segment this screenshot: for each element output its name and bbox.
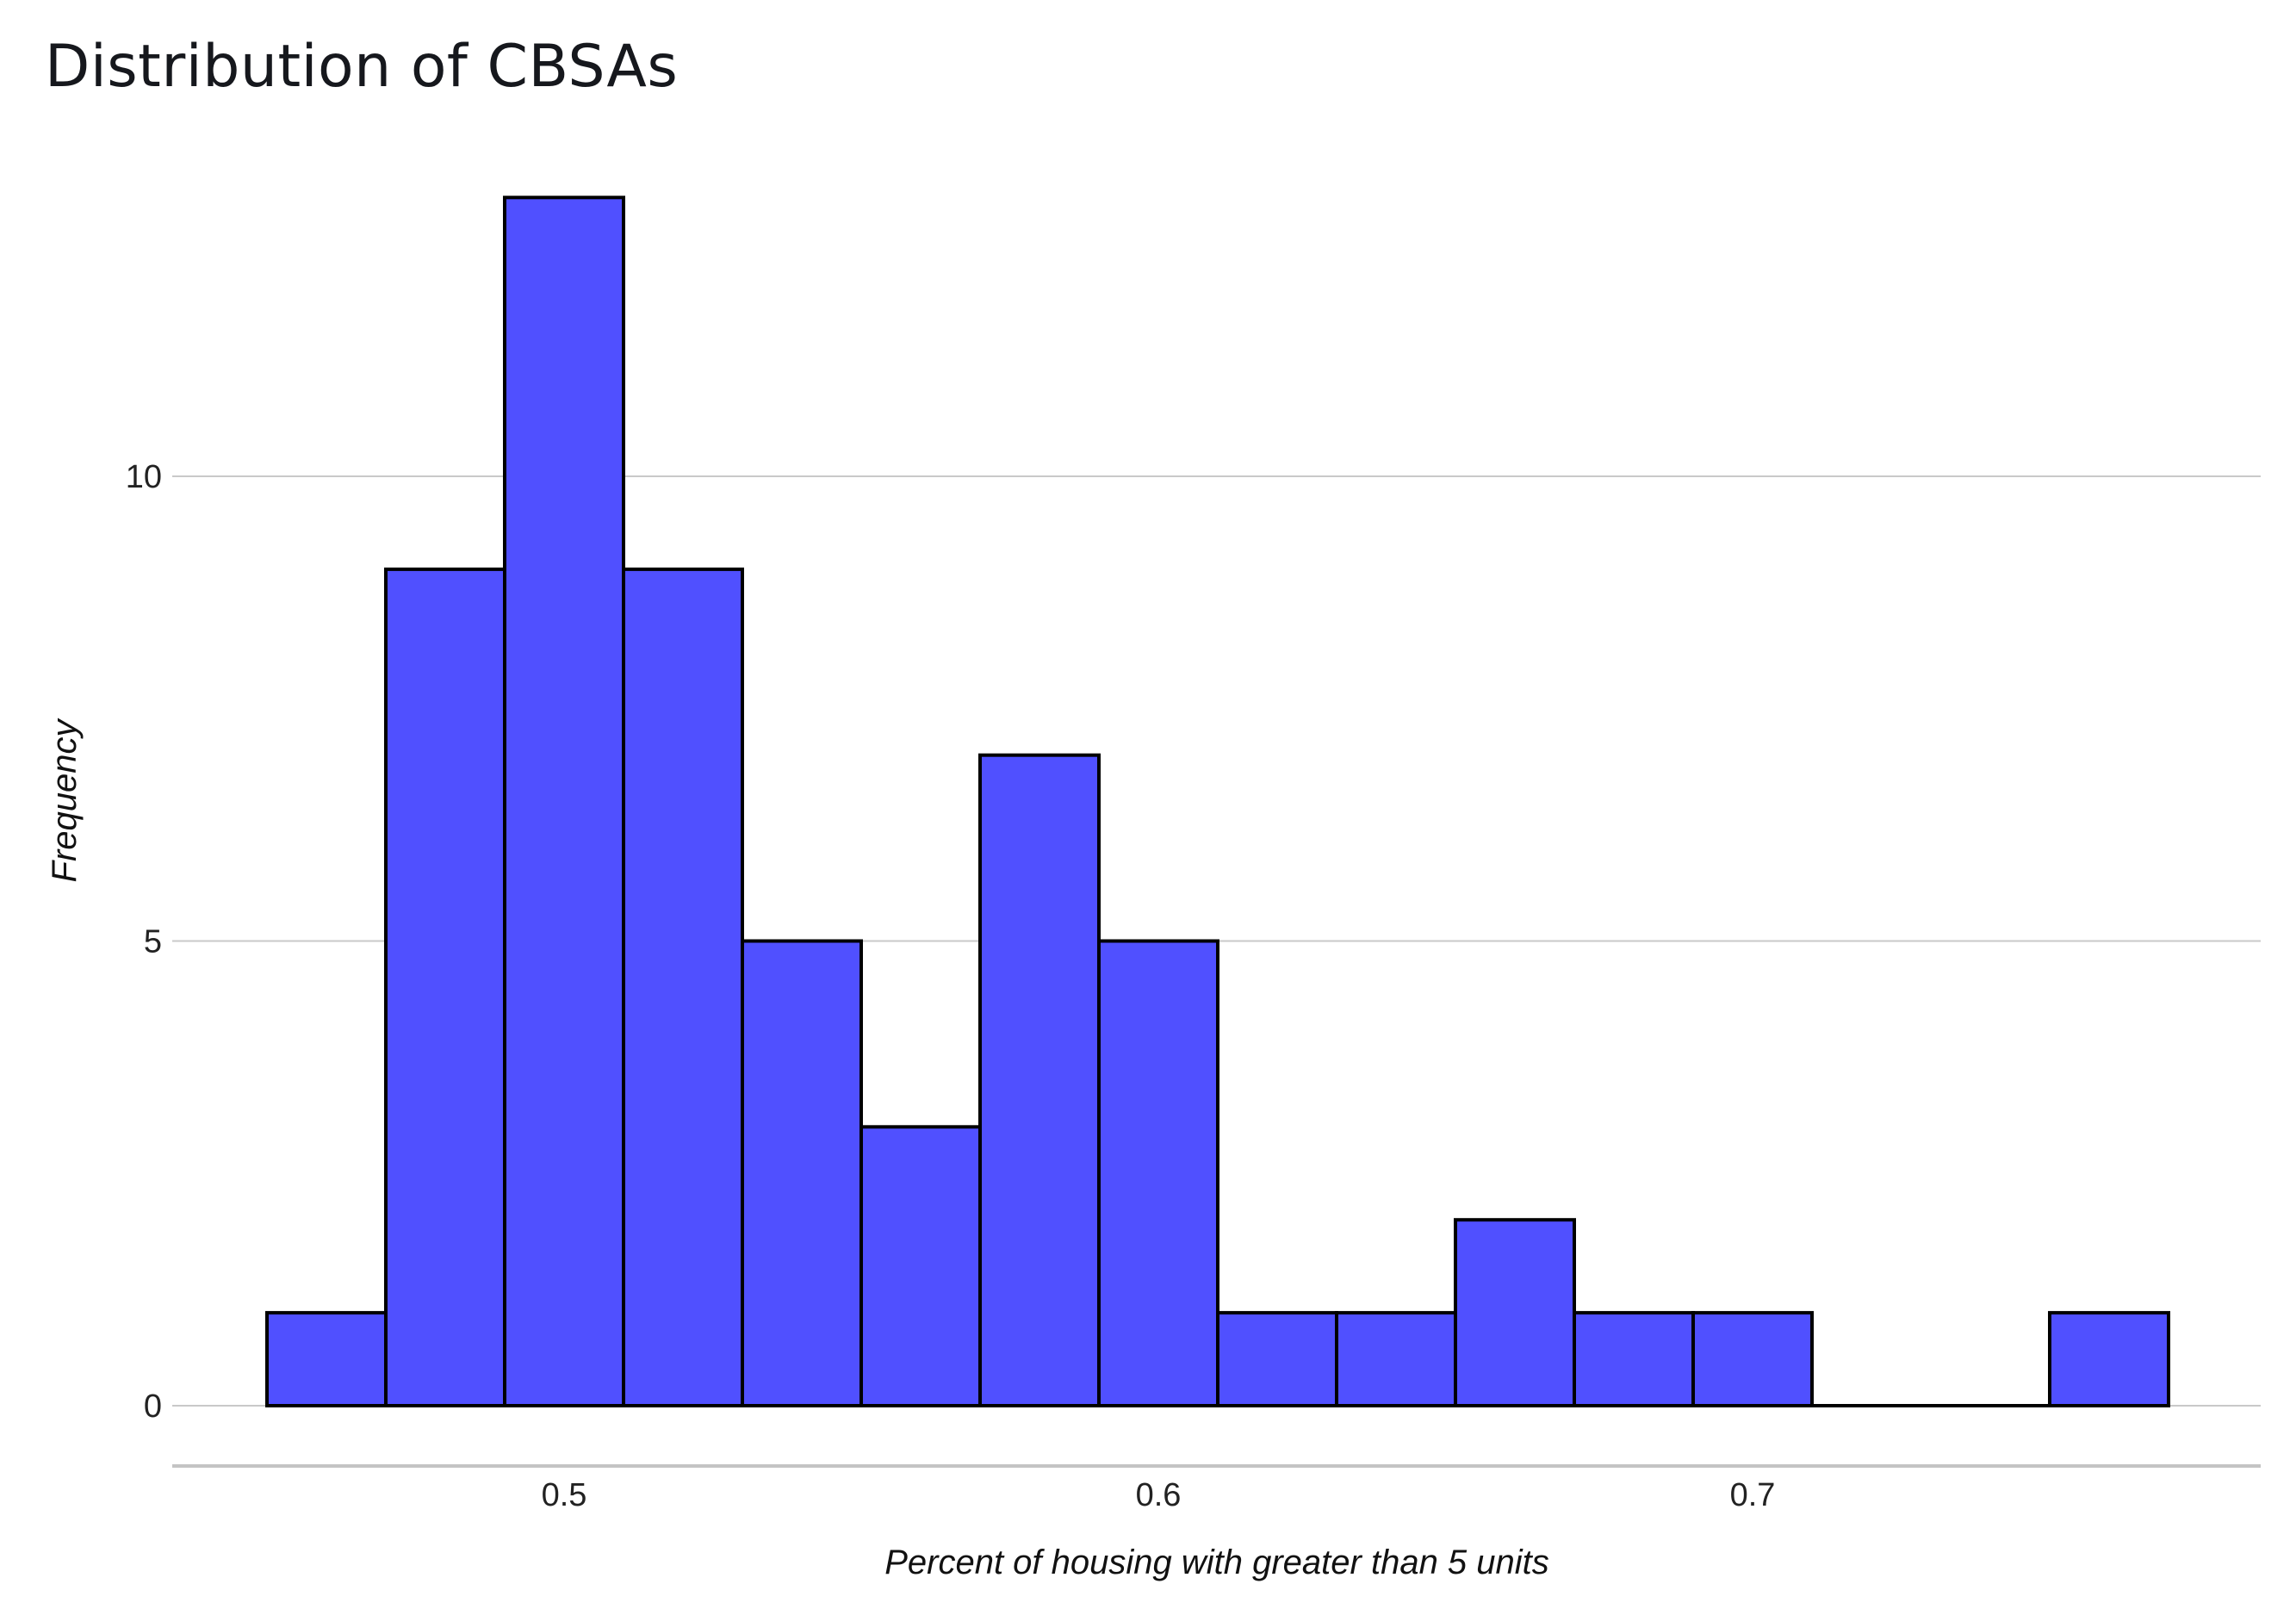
y-axis-title: Frequency (46, 717, 84, 883)
histogram-bar (741, 939, 863, 1407)
y-tick-label: 5 (144, 924, 162, 960)
histogram-bar (1097, 939, 1219, 1407)
y-axis-ticks: 0 5 10 (126, 459, 162, 1425)
bars (265, 196, 2170, 1408)
histogram-bar (1454, 1218, 1576, 1407)
histogram-bar (859, 1125, 982, 1408)
x-axis-ticks: 0.5 0.6 0.7 (542, 1477, 1776, 1513)
x-axis-title: Percent of housing with greater than 5 u… (884, 1544, 1549, 1581)
histogram-bar (1216, 1311, 1338, 1407)
histogram-bar (1691, 1311, 1814, 1407)
histogram-bar (265, 1311, 388, 1407)
histogram-bar (1335, 1311, 1457, 1407)
histogram-bar (978, 753, 1101, 1407)
x-tick-label: 0.5 (542, 1477, 587, 1513)
x-tick-label: 0.6 (1136, 1477, 1182, 1513)
histogram-bar (503, 196, 625, 1407)
histogram-bar (622, 567, 744, 1407)
histogram-bar (384, 567, 506, 1407)
y-tick-label: 0 (144, 1388, 162, 1425)
histogram-bar (2048, 1311, 2170, 1407)
chart-title: Distribution of CBSAs (45, 33, 679, 101)
histogram-bar (1573, 1311, 1695, 1407)
y-tick-label: 10 (126, 459, 162, 495)
x-tick-label: 0.7 (1730, 1477, 1776, 1513)
